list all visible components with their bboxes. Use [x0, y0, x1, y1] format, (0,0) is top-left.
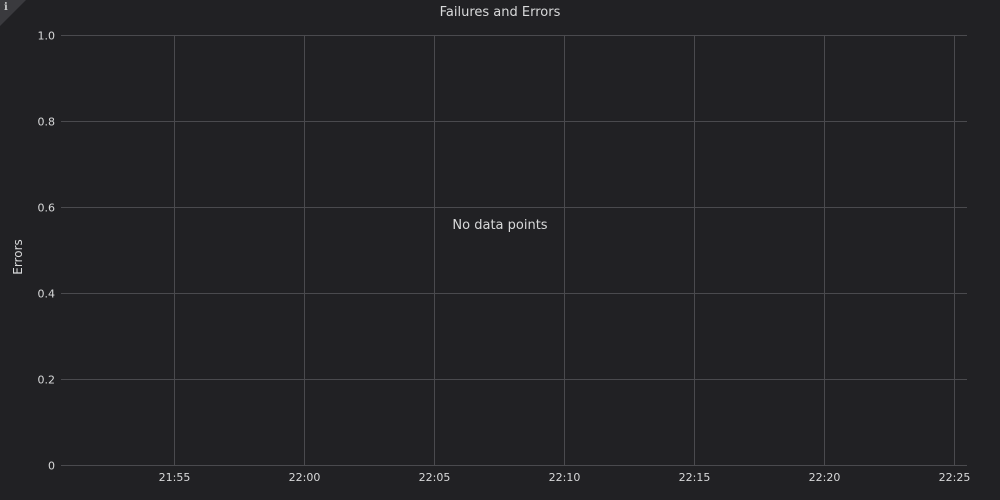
info-icon[interactable]: i: [4, 2, 8, 13]
y-tick-label: 0.4: [38, 288, 56, 301]
y-tick-label: 0.6: [38, 202, 56, 215]
y-tick-label: 0.8: [38, 116, 56, 129]
panel-title: Failures and Errors: [439, 5, 561, 20]
y-grid: [61, 35, 967, 466]
y-tick-label: 0.2: [38, 374, 56, 387]
x-tick-labels: 21:55 22:00 22:05 22:10 22:15 22:20 22:25: [159, 471, 971, 484]
y-tick-label: 1.0: [38, 30, 56, 43]
x-tick-label: 22:00: [289, 471, 321, 484]
x-tick-label: 22:10: [549, 471, 581, 484]
y-tick-label: 0: [48, 460, 55, 473]
y-axis-label: Errors: [11, 239, 25, 275]
x-tick-label: 22:15: [679, 471, 711, 484]
x-tick-label: 21:55: [159, 471, 191, 484]
x-tick-label: 22:05: [419, 471, 451, 484]
y-tick-labels: 0 0.2 0.4 0.6 0.8 1.0: [38, 30, 56, 473]
x-tick-label: 22:20: [809, 471, 841, 484]
x-grid: [174, 35, 955, 465]
info-corner[interactable]: [0, 0, 26, 26]
no-data-message: No data points: [452, 218, 548, 233]
x-tick-label: 22:25: [939, 471, 971, 484]
